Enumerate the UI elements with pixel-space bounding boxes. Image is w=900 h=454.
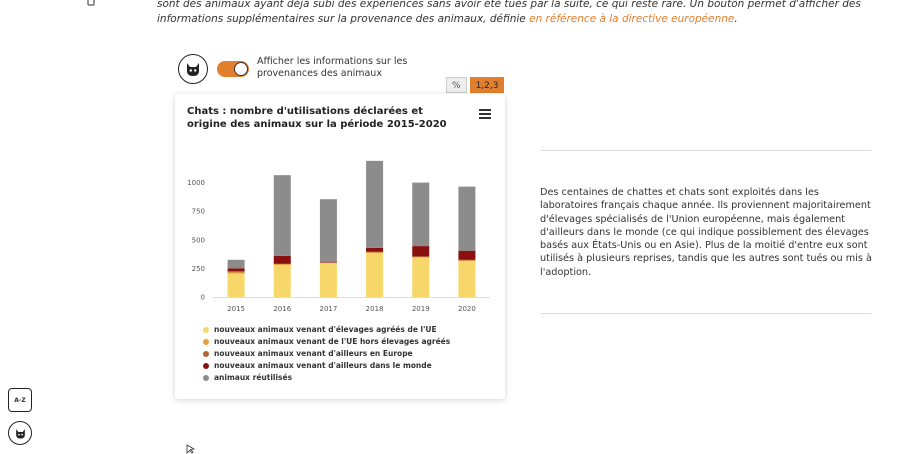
y-tick-label: 1000 <box>187 179 205 187</box>
glossary-button[interactable]: A-Z <box>8 388 32 412</box>
legend-dot <box>203 374 209 381</box>
chart-title: Chats : nombre d'utilisations déclarées … <box>187 106 447 130</box>
legend-item[interactable]: animaux réutilisés <box>203 372 450 383</box>
bar-segment-2018-s1[interactable] <box>366 252 384 253</box>
bar-segment-2015-s4[interactable] <box>227 259 245 269</box>
divider-top <box>541 150 871 151</box>
bar-segment-2016-s1[interactable] <box>273 264 291 265</box>
bar-segment-2017-s3[interactable] <box>319 262 337 263</box>
format-buttons: % 1,2,3 <box>446 77 505 93</box>
x-tick-label: 2018 <box>366 305 384 313</box>
y-tick-label: 750 <box>192 208 205 216</box>
bar-segment-2018-s4[interactable] <box>366 160 384 248</box>
bar-segment-2015-s0[interactable] <box>227 273 245 297</box>
x-tick-label: 2020 <box>458 305 476 313</box>
chart-description: Des centaines de chattes et chats sont e… <box>540 187 872 278</box>
intro-end: . <box>734 13 738 25</box>
legend-item[interactable]: nouveaux animaux venant de l'UE hors éle… <box>203 336 450 347</box>
bar-segment-2019-s0[interactable] <box>412 257 430 297</box>
x-tick-label: 2015 <box>227 305 245 313</box>
provenance-toggle[interactable] <box>217 61 249 77</box>
bar-segment-2018-s0[interactable] <box>366 252 384 297</box>
legend-dot <box>203 350 209 357</box>
absolute-values-button[interactable]: 1,2,3 <box>469 77 505 93</box>
toggle-knob <box>234 62 248 76</box>
legend-item[interactable]: nouveaux animaux venant d'élevages agréé… <box>203 324 450 335</box>
legend-dot <box>203 338 209 345</box>
percent-button[interactable]: % <box>446 77 467 93</box>
directive-link[interactable]: en référence à la directive européenne <box>529 13 735 25</box>
divider-bottom <box>541 313 871 314</box>
hamburger-menu-icon[interactable] <box>479 109 491 119</box>
bar-segment-2017-s4[interactable] <box>319 199 337 263</box>
legend-dot <box>203 362 209 369</box>
y-tick-label: 0 <box>201 294 205 302</box>
bar-segment-2019-s2[interactable] <box>412 256 430 257</box>
bar-segment-2020-s3[interactable] <box>458 250 476 260</box>
x-tick-label: 2019 <box>412 305 430 313</box>
chart-card: Chats : nombre d'utilisations déclarées … <box>175 94 505 399</box>
small-icon <box>87 0 95 6</box>
bar-segment-2015-s1[interactable] <box>227 272 245 274</box>
chart-legend: nouveaux animaux venant d'élevages agréé… <box>203 324 450 384</box>
x-tick-label: 2016 <box>273 305 291 313</box>
bar-segment-2020-s4[interactable] <box>458 186 476 251</box>
legend-label: nouveaux animaux venant de l'UE hors éle… <box>214 337 451 346</box>
y-tick-label: 500 <box>192 236 205 244</box>
bar-segment-2019-s3[interactable] <box>412 246 430 257</box>
legend-label: nouveaux animaux venant d'ailleurs en Eu… <box>214 349 413 358</box>
x-tick-label: 2017 <box>320 305 338 313</box>
bar-segment-2020-s1[interactable] <box>458 260 476 261</box>
legend-item[interactable]: nouveaux animaux venant d'ailleurs en Eu… <box>203 348 450 359</box>
bar-segment-2015-s2[interactable] <box>227 271 245 273</box>
bar-segment-2016-s4[interactable] <box>273 175 291 256</box>
intro-text: sont des animaux ayant déjà subi des exp… <box>157 0 861 25</box>
bar-segment-2016-s0[interactable] <box>273 264 291 297</box>
legend-label: animaux réutilisés <box>214 373 293 382</box>
legend-label: nouveaux animaux venant d'ailleurs dans … <box>214 361 432 370</box>
bar-segment-2020-s2[interactable] <box>458 259 476 261</box>
glossary-icon-label: A-Z <box>14 396 26 404</box>
bar-segment-2018-s3[interactable] <box>366 247 384 252</box>
cat-head-icon <box>178 54 208 84</box>
legend-label: nouveaux animaux venant d'élevages agréé… <box>214 325 437 334</box>
mouse-cursor-icon <box>186 444 196 454</box>
animal-mode-button[interactable] <box>8 421 32 445</box>
bar-segment-2020-s0[interactable] <box>458 260 476 297</box>
y-tick-label: 250 <box>192 265 205 273</box>
toggle-label: Afficher les informations sur les proven… <box>257 56 408 79</box>
legend-dot <box>203 326 209 333</box>
bar-segment-2019-s4[interactable] <box>412 182 430 247</box>
chart-plot: 0 250 500 750 1000 2015 2016 2017 2018 2019 2020 <box>187 160 490 313</box>
bar-segment-2018-s2[interactable] <box>366 251 384 253</box>
bar-segment-2016-s3[interactable] <box>273 255 291 264</box>
legend-item[interactable]: nouveaux animaux venant d'ailleurs dans … <box>203 360 450 371</box>
bar-segment-2017-s0[interactable] <box>319 263 337 297</box>
bar-segment-2019-s1[interactable] <box>412 256 430 258</box>
bar-segment-2015-s3[interactable] <box>227 268 245 272</box>
intro-paragraph: sont des animaux ayant déjà subi des exp… <box>157 0 877 27</box>
cat-head-small-icon <box>15 428 25 439</box>
